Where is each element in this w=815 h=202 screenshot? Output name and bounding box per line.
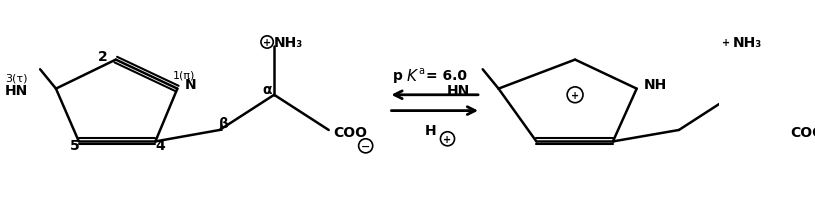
Text: p: p xyxy=(393,69,403,83)
Text: HN: HN xyxy=(5,84,28,98)
Text: H: H xyxy=(425,123,437,137)
Text: +: + xyxy=(722,38,730,48)
Text: β: β xyxy=(219,116,229,130)
Text: 1(π): 1(π) xyxy=(173,70,196,80)
Text: 3(τ): 3(τ) xyxy=(5,73,28,83)
Text: α: α xyxy=(262,83,272,97)
Text: NH: NH xyxy=(644,78,667,92)
Text: $\it{K}$: $\it{K}$ xyxy=(406,68,419,84)
Text: N: N xyxy=(184,78,196,92)
Text: = 6.0: = 6.0 xyxy=(426,69,467,83)
Text: 2: 2 xyxy=(98,50,108,64)
Text: HN: HN xyxy=(447,84,470,98)
Text: +: + xyxy=(571,90,579,100)
Text: COO: COO xyxy=(333,125,367,139)
Text: 5: 5 xyxy=(69,138,79,152)
Text: NH₃: NH₃ xyxy=(273,36,302,50)
Text: +: + xyxy=(443,134,452,144)
Text: COO: COO xyxy=(791,125,815,139)
Text: a: a xyxy=(418,66,425,76)
Text: 4: 4 xyxy=(155,138,165,152)
Text: NH₃: NH₃ xyxy=(733,36,762,50)
Text: −: − xyxy=(361,141,370,151)
Text: +: + xyxy=(263,38,271,48)
